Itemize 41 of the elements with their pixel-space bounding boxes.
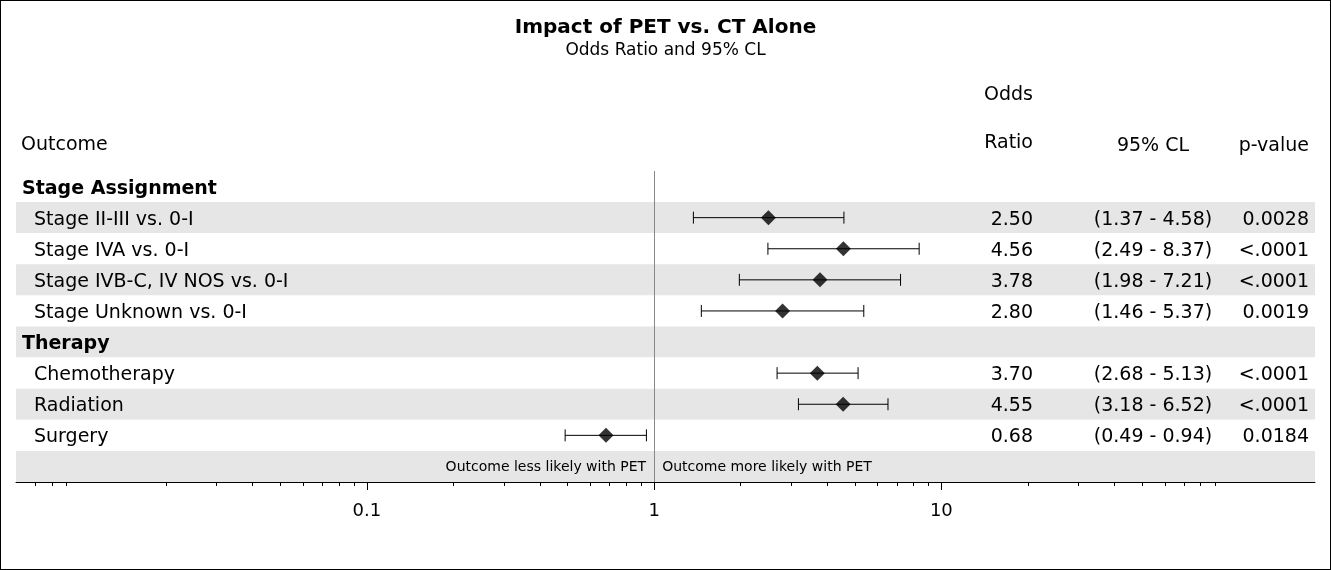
y-tick-label: Therapy (22, 331, 111, 354)
x-tick-label: 10 (929, 498, 953, 520)
y-tick-label: Surgery (34, 424, 109, 447)
text: 95% CL (1116, 132, 1190, 155)
annotation: (1.46 - 5.37) (1093, 299, 1213, 322)
annotation: (0.49 - 0.94) (1093, 424, 1213, 447)
y-tick-label: Stage IVB-C, IV NOS vs. 0-I (34, 268, 289, 291)
annotation: (1.37 - 4.58) (1093, 206, 1213, 229)
annotation: <.0001 (1238, 268, 1309, 291)
annotation: 2.80 (990, 299, 1033, 322)
annotation: 2.50 (990, 206, 1033, 229)
annotation: <.0001 (1238, 362, 1309, 385)
annotation: (2.68 - 5.13) (1093, 362, 1213, 385)
annotation: 3.70 (990, 362, 1033, 385)
y-tick-label: Chemotherapy (34, 362, 176, 385)
x-tick-label: 1 (648, 498, 660, 520)
chart-subtitle: Odds Ratio and 95% CL (565, 38, 767, 59)
text: Odds Ratio (984, 82, 1033, 152)
chart-title: Impact of PET vs. CT Alone (514, 14, 817, 38)
y-tick-label: Radiation (34, 393, 124, 416)
y-axis-title: Outcome (21, 132, 108, 154)
annotation: 4.55 (990, 393, 1033, 416)
annotation: (3.18 - 6.52) (1093, 393, 1213, 416)
annotation: 0.68 (990, 424, 1033, 447)
annotation: 3.78 (990, 268, 1033, 291)
annotation: (1.98 - 7.21) (1093, 268, 1213, 291)
annotation: <.0001 (1238, 393, 1309, 416)
annotation: 0.0019 (1242, 299, 1309, 322)
annotation: <.0001 (1238, 237, 1309, 260)
text: p-value (1238, 132, 1309, 155)
annotation: 0.0028 (1242, 206, 1309, 229)
annotation: 4.56 (990, 237, 1033, 260)
annotation: Outcome less likely with PET (445, 458, 647, 475)
y-tick-label: Stage Unknown vs. 0-I (34, 299, 247, 322)
annotation: Outcome more likely with PET (662, 458, 873, 475)
x-tick-label: 0.1 (352, 498, 382, 520)
annotation: (2.49 - 8.37) (1093, 237, 1213, 260)
y-tick-label: Stage IVA vs. 0-I (34, 237, 190, 260)
annotation: 0.0184 (1242, 424, 1309, 447)
y-tick-label: Stage Assignment (22, 175, 217, 198)
y-tick-label: Stage II-III vs. 0-I (34, 206, 194, 229)
